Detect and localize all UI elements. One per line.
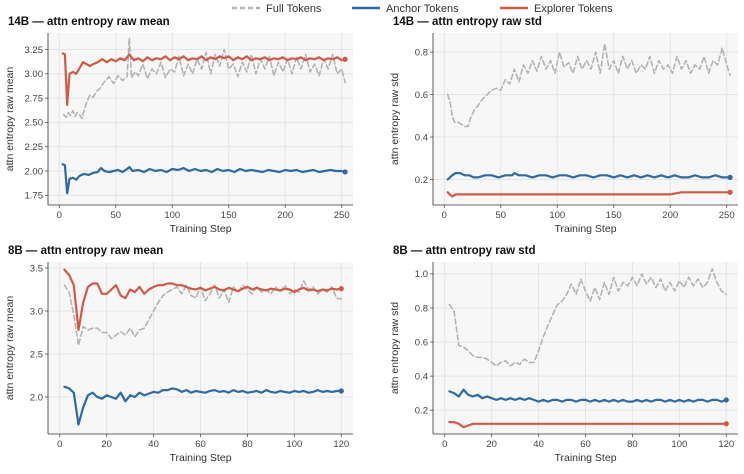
y-tick-label-1: 2.00 bbox=[25, 166, 44, 177]
x-tick-label-6: 120 bbox=[718, 439, 734, 450]
y-tick-label-0: 2.0 bbox=[30, 392, 43, 403]
series-line-explorer bbox=[448, 421, 728, 429]
chart-14b-std: 0.2 0.4 0.6 0.8 0 50 100 150 200 250 14B — attn en… bbox=[389, 16, 738, 235]
series-end-point-explorer bbox=[727, 189, 733, 195]
x-tick-label-3: 150 bbox=[221, 210, 237, 221]
x-tick-label-5: 250 bbox=[334, 210, 350, 221]
x-tick-label-2: 40 bbox=[148, 439, 159, 450]
chart-title: 8B — attn entropy raw std bbox=[393, 245, 536, 257]
y-tick-label-3: 0.8 bbox=[415, 47, 428, 58]
x-tick-label-6: 120 bbox=[333, 439, 349, 450]
y-tick-label-0: 0.2 bbox=[415, 405, 428, 416]
series-line-anchor bbox=[61, 163, 347, 195]
x-tick-label-1: 20 bbox=[101, 439, 112, 450]
y-tick-label-0: 1.75 bbox=[25, 191, 44, 202]
legend-label-1: Anchor Tokens bbox=[386, 3, 459, 15]
series-line-full bbox=[446, 42, 731, 128]
chart-title: 14B — attn entropy raw std bbox=[393, 16, 542, 28]
x-tick-label-3: 60 bbox=[195, 439, 206, 450]
x-axis-label: Training Step bbox=[554, 223, 616, 235]
series-end-point-anchor bbox=[727, 174, 733, 180]
y-tick-label-2: 2.25 bbox=[25, 142, 44, 153]
legend: Full Tokens Anchor Tokens Explorer Tokens bbox=[232, 3, 613, 15]
y-tick-label-3: 2.50 bbox=[25, 118, 44, 129]
series-end-point-explorer bbox=[338, 286, 344, 292]
x-axis-label: Training Step bbox=[554, 452, 616, 464]
x-tick-label-1: 20 bbox=[486, 439, 497, 450]
y-tick-label-1: 2.5 bbox=[30, 349, 43, 360]
x-tick-label-0: 0 bbox=[57, 439, 62, 450]
y-tick-label-1: 0.4 bbox=[415, 132, 428, 143]
y-tick-label-0: 0.2 bbox=[415, 175, 428, 186]
series-line-full bbox=[448, 268, 728, 367]
y-axis-label: attn entropy raw std bbox=[389, 73, 401, 165]
y-axis-label: attn entropy raw std bbox=[389, 302, 401, 394]
y-tick-label-3: 0.8 bbox=[415, 303, 428, 314]
y-tick-label-2: 0.6 bbox=[415, 90, 428, 101]
y-tick-label-1: 0.4 bbox=[415, 371, 428, 382]
x-tick-label-4: 80 bbox=[627, 439, 638, 450]
x-tick-label-4: 200 bbox=[277, 210, 293, 221]
series-end-point-anchor bbox=[342, 169, 348, 175]
y-tick-label-4: 1.0 bbox=[415, 269, 428, 280]
series-line-anchor bbox=[446, 172, 732, 181]
series-end-point-anchor bbox=[338, 388, 344, 394]
series-end-point-explorer bbox=[723, 421, 729, 427]
chart-8b-mean: 2.0 2.5 3.0 3.5 0 20 40 60 80 100 120 8B — attn ent… bbox=[4, 245, 353, 464]
series-line-anchor bbox=[448, 388, 728, 403]
y-tick-label-2: 3.0 bbox=[30, 306, 43, 317]
chart-14b-mean: 1.75 2.00 2.25 2.50 2.75 3.00 3.25 0 50 100 150 200… bbox=[4, 16, 353, 235]
x-tick-label-0: 0 bbox=[442, 439, 447, 450]
x-tick-label-0: 0 bbox=[442, 210, 447, 221]
chart-title: 14B — attn entropy raw mean bbox=[8, 16, 170, 28]
chart-8b-std: 0.2 0.4 0.6 0.8 1.0 0 20 40 60 80 100 120 8B — attn … bbox=[389, 245, 738, 464]
series-line-anchor bbox=[63, 385, 343, 426]
x-tick-label-4: 80 bbox=[242, 439, 253, 450]
y-axis-label: attn entropy raw mean bbox=[4, 296, 16, 401]
x-tick-label-1: 50 bbox=[110, 210, 121, 221]
x-tick-label-2: 100 bbox=[549, 210, 565, 221]
y-axis-label: attn entropy raw mean bbox=[4, 67, 16, 172]
series-line-full bbox=[63, 280, 343, 347]
x-tick-label-3: 150 bbox=[606, 210, 622, 221]
x-axis-label: Training Step bbox=[169, 223, 231, 235]
series-line-explorer bbox=[446, 191, 732, 198]
x-tick-label-3: 60 bbox=[580, 439, 591, 450]
series-end-point-anchor bbox=[723, 397, 729, 403]
series-line-full bbox=[63, 37, 346, 120]
chart-title: 8B — attn entropy raw mean bbox=[8, 245, 163, 257]
x-axis-label: Training Step bbox=[169, 452, 231, 464]
series-end-point-explorer bbox=[342, 56, 348, 62]
x-tick-label-5: 100 bbox=[671, 439, 687, 450]
x-tick-label-2: 40 bbox=[533, 439, 544, 450]
series-line-explorer bbox=[63, 268, 343, 331]
y-tick-label-6: 3.25 bbox=[25, 45, 44, 56]
legend-label-2: Explorer Tokens bbox=[534, 3, 613, 15]
x-tick-label-5: 250 bbox=[719, 210, 735, 221]
y-tick-label-4: 2.75 bbox=[25, 93, 44, 104]
x-tick-label-2: 100 bbox=[164, 210, 180, 221]
x-tick-label-5: 100 bbox=[286, 439, 302, 450]
x-tick-label-4: 200 bbox=[662, 210, 678, 221]
y-tick-label-3: 3.5 bbox=[30, 263, 43, 274]
x-tick-label-0: 0 bbox=[57, 210, 62, 221]
x-tick-label-1: 50 bbox=[495, 210, 506, 221]
y-tick-label-5: 3.00 bbox=[25, 69, 44, 80]
legend-label-0: Full Tokens bbox=[266, 3, 322, 15]
y-tick-label-2: 0.6 bbox=[415, 337, 428, 348]
series-line-explorer bbox=[61, 52, 347, 106]
